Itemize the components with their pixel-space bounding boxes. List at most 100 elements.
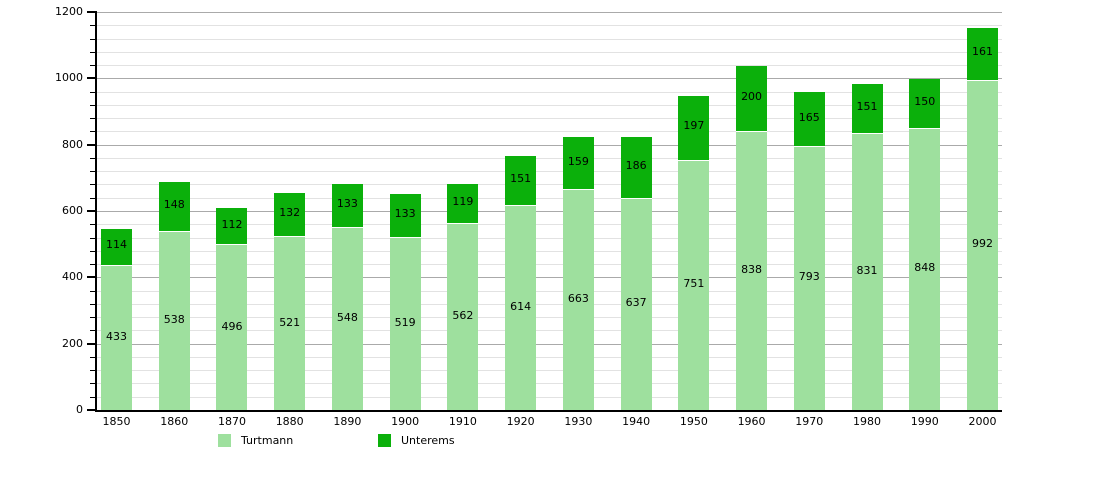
value-label-unterems: 133 [394,206,416,220]
bar-segment-turtmann-1860 [158,231,190,410]
bar-segment-unterems-1870 [216,208,248,246]
gridline-major [97,12,1002,13]
y-tick-label: 0 [76,403,83,416]
value-label-turtmann: 521 [279,315,301,329]
value-label-unterems: 119 [452,194,474,208]
value-label-unterems: 112 [221,217,243,231]
x-axis-line [95,410,1002,412]
bar-segment-unterems-1940 [620,137,652,199]
bar-segment-turtmann-1960 [736,132,768,410]
x-tick-label-1970: 1970 [795,415,824,428]
legend-item-unterems: Unterems [378,433,455,447]
x-tick-label-1940: 1940 [622,415,651,428]
gridline-minor [97,157,1002,159]
value-label-turtmann: 751 [683,277,705,291]
y-tick-major [87,77,97,80]
bar-segment-unterems-1850 [101,228,132,267]
bar-segment-unterems-1890 [331,184,363,229]
value-label-turtmann: 848 [914,261,936,275]
y-tick-label: 1000 [55,71,83,85]
x-tick-label-1920: 1920 [506,415,535,428]
y-tick-minor [90,91,97,93]
bar-segment-unterems-1990 [909,78,941,129]
y-tick-minor [90,171,97,173]
value-label-unterems: 186 [625,158,647,172]
x-tick-label-1950: 1950 [679,415,708,428]
gridline-minor [97,184,1002,186]
y-tick-minor [90,370,97,372]
gridline-minor [97,131,1002,133]
gridline-minor [97,370,1002,372]
bar-segment-unterems-1970 [793,92,825,147]
value-label-turtmann: 433 [106,330,127,344]
y-tick-label: 1200 [55,5,83,18]
value-label-unterems: 161 [972,45,993,59]
gridline-minor [97,25,1002,27]
x-tick-label-2000: 2000 [968,415,997,428]
gridline-minor [97,171,1002,173]
gridline-minor [97,356,1002,358]
y-tick-minor [90,38,97,40]
y-tick-minor [90,290,97,292]
value-label-unterems: 150 [914,94,936,108]
y-tick-minor [90,330,97,332]
x-tick-label-1890: 1890 [333,415,362,428]
bar-segment-turtmann-1920 [505,206,537,410]
y-tick-label: 800 [62,137,83,151]
gridline-minor [97,264,1002,266]
y-tick-major [87,342,97,345]
bar-segment-unterems-1860 [158,182,190,232]
x-tick-label-1990: 1990 [910,415,939,428]
x-tick-label-1850: 1850 [102,415,131,428]
value-label-turtmann: 548 [336,311,358,325]
value-label-unterems: 165 [798,110,820,124]
y-tick-minor [90,104,97,106]
bar-segment-turtmann-2000 [967,80,998,410]
y-tick-minor [90,197,97,199]
gridline-minor [97,51,1002,53]
value-label-unterems: 151 [856,100,878,114]
bar-segment-turtmann-1950 [678,160,710,410]
bar-segment-unterems-1880 [274,193,306,238]
gridline-minor [97,118,1002,120]
y-tick-minor [90,184,97,186]
y-tick-major [87,143,97,146]
bar-segment-turtmann-1890 [331,228,363,410]
y-tick-minor [90,396,97,398]
x-tick-label-1860: 1860 [160,415,189,428]
gridline-minor [97,38,1002,40]
y-tick-minor [90,51,97,53]
gridline-minor [97,91,1002,93]
gridline-major [97,144,1002,146]
y-tick-minor [90,131,97,133]
x-tick-label-1960: 1960 [737,415,766,428]
value-label-unterems: 133 [336,197,358,211]
value-label-turtmann: 519 [394,315,416,329]
legend-swatch-unterems-icon [378,433,391,447]
y-tick-minor [90,25,97,27]
gridline-minor [97,317,1002,319]
bar-segment-turtmann-1980 [851,134,883,410]
bar-segment-turtmann-1900 [389,237,421,410]
bar-segment-unterems-1900 [389,193,421,238]
y-tick-minor [90,224,97,226]
gridline-major [97,277,1002,279]
bar-segment-unterems-1950 [678,95,710,161]
bar-segment-turtmann-1990 [909,128,941,410]
value-label-unterems: 132 [279,206,301,220]
gridline-minor [97,290,1002,292]
gridline-minor [97,224,1002,226]
y-tick-minor [90,383,97,385]
value-label-turtmann: 538 [163,312,185,326]
bar-segment-unterems-1920 [505,156,537,207]
y-tick-label: 400 [62,270,83,284]
value-label-unterems: 200 [741,89,763,103]
x-tick-label-1880: 1880 [275,415,304,428]
y-tick-major [87,210,97,212]
value-label-turtmann: 793 [798,270,820,284]
value-label-turtmann: 614 [510,300,532,314]
y-tick-minor [90,264,97,266]
bar-segment-unterems-1910 [447,184,479,224]
gridline-minor [97,104,1002,106]
